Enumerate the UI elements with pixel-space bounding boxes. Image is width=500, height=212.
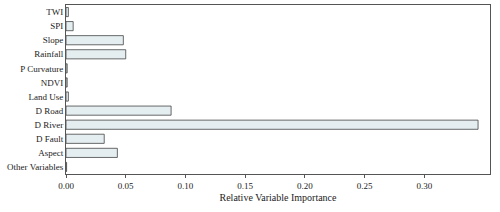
svg-text:TWI: TWI xyxy=(46,7,63,17)
svg-text:0.05: 0.05 xyxy=(118,181,134,191)
svg-text:0.15: 0.15 xyxy=(237,181,253,191)
svg-text:Land Use: Land Use xyxy=(28,92,63,102)
svg-text:D River: D River xyxy=(34,120,63,130)
svg-text:Relative Variable Importance: Relative Variable Importance xyxy=(220,192,338,203)
svg-text:Other Variables: Other Variables xyxy=(7,162,64,172)
svg-text:Slope: Slope xyxy=(43,35,64,45)
svg-text:0.00: 0.00 xyxy=(58,181,74,191)
svg-text:Aspect: Aspect xyxy=(38,148,63,158)
svg-text:0.30: 0.30 xyxy=(416,181,432,191)
svg-text:D Road: D Road xyxy=(35,106,63,116)
svg-text:0.20: 0.20 xyxy=(297,181,313,191)
svg-text:D Fault: D Fault xyxy=(36,134,64,144)
svg-text:0.10: 0.10 xyxy=(178,181,194,191)
svg-text:Rainfall: Rainfall xyxy=(34,49,63,59)
svg-text:NDVI: NDVI xyxy=(41,78,64,88)
svg-text:P Curvature: P Curvature xyxy=(20,64,63,74)
svg-text:0.25: 0.25 xyxy=(357,181,373,191)
svg-text:SPI: SPI xyxy=(50,21,63,31)
